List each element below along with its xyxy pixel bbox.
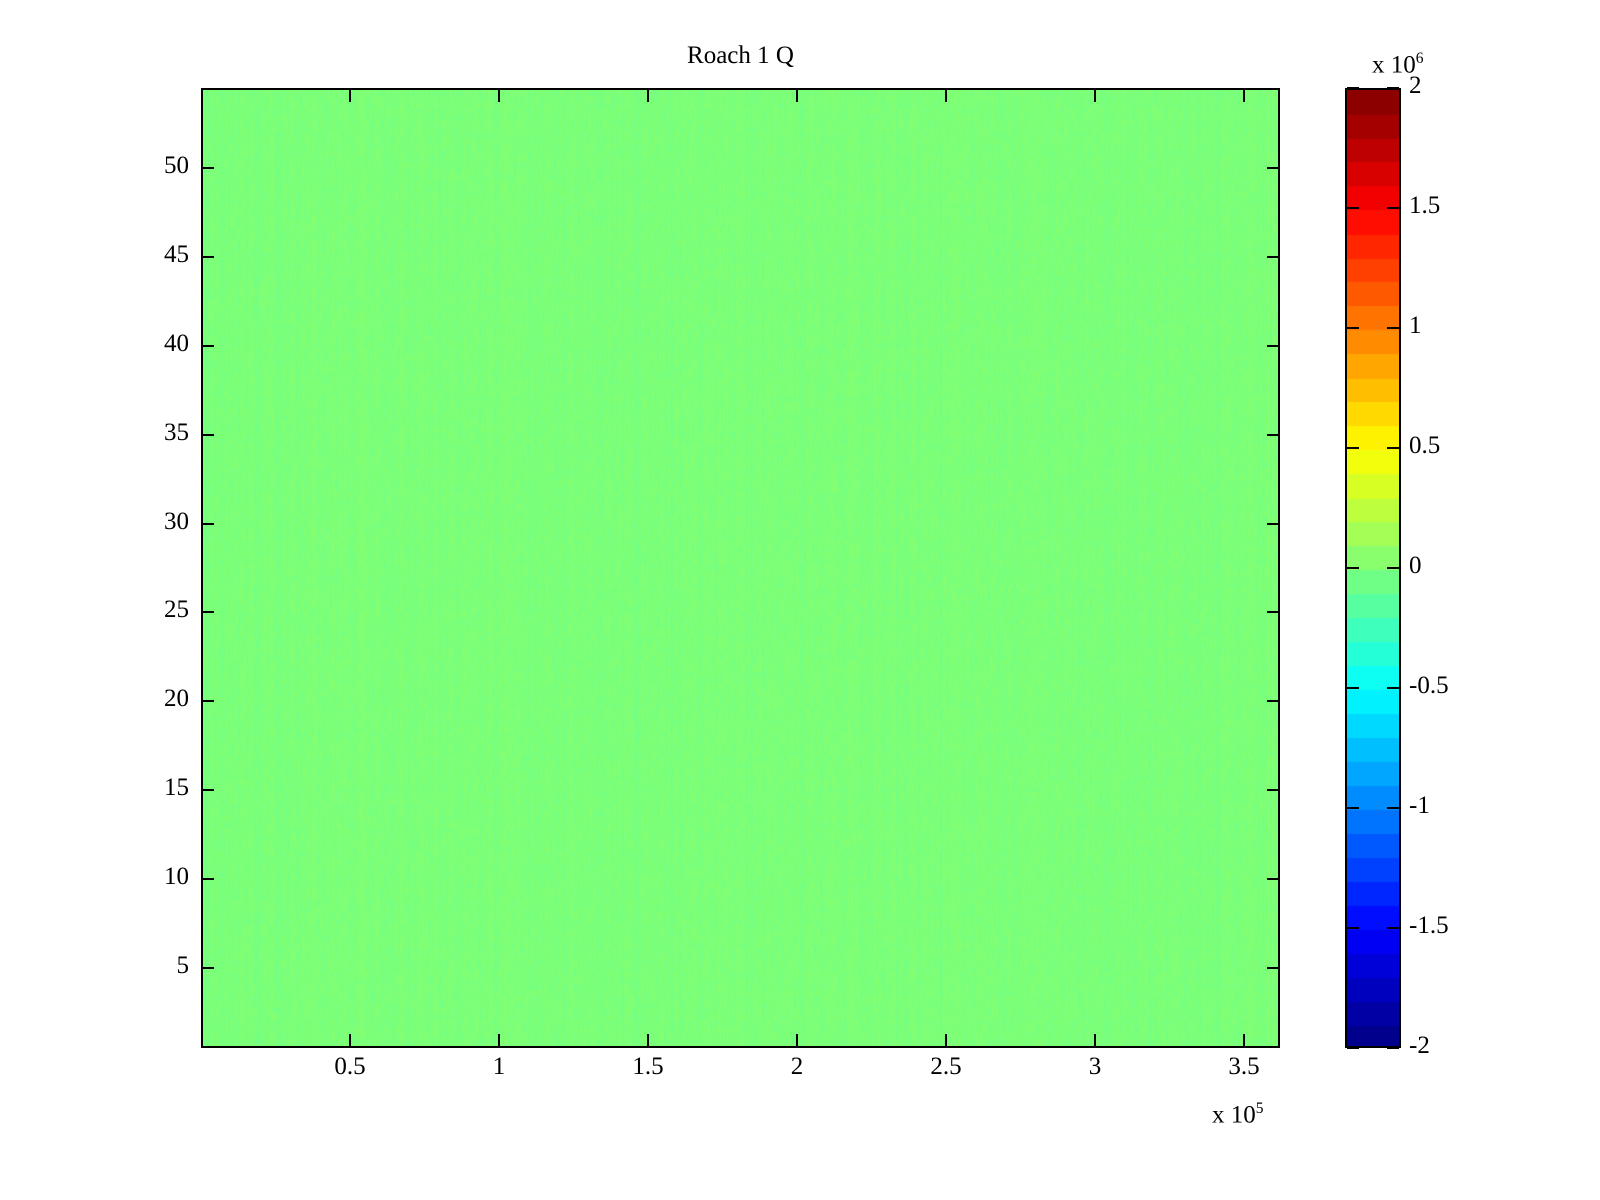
- x-axis-tick-mark: [796, 88, 798, 102]
- y-axis-tick-label: 30: [164, 508, 189, 535]
- colorbar-tick-mark: [1387, 807, 1399, 809]
- y-axis-tick-mark: [1267, 700, 1280, 702]
- colorbar-tick-mark: [1387, 1047, 1399, 1049]
- y-axis-tick-mark: [201, 345, 214, 347]
- y-axis-tick-label: 20: [164, 685, 189, 712]
- y-axis-tick-mark: [1267, 345, 1280, 347]
- colorbar-tick-mark: [1387, 87, 1399, 89]
- colorbar-tick-label: 0: [1409, 552, 1422, 579]
- y-axis-tick-label: 35: [164, 419, 189, 446]
- y-axis-tick-mark: [201, 878, 214, 880]
- colorbar-tick-mark: [1387, 567, 1399, 569]
- y-axis-tick-mark: [1267, 256, 1280, 258]
- y-axis-tick-mark: [1267, 523, 1280, 525]
- colorbar-tick-label: 1.5: [1409, 192, 1441, 219]
- colorbar-exponent-mantissa: x 10: [1372, 51, 1416, 79]
- y-axis-tick-mark: [201, 700, 214, 702]
- colorbar-tick-label: 0.5: [1409, 432, 1441, 459]
- y-axis-tick-label: 45: [164, 241, 189, 268]
- x-axis-exponent-mantissa: x 10: [1212, 1101, 1256, 1129]
- colorbar-gradient: [1347, 90, 1399, 1046]
- x-axis-tick-mark: [647, 88, 649, 102]
- colorbar-tick-mark: [1347, 207, 1359, 209]
- x-axis-tick-mark: [349, 88, 351, 102]
- page-title: Roach 1 Q: [687, 42, 794, 69]
- heatmap-axes: [201, 88, 1280, 1048]
- colorbar-tick-label: -2: [1409, 1032, 1430, 1059]
- heatmap-surface: [203, 90, 1278, 1046]
- y-axis-tick-mark: [1267, 167, 1280, 169]
- y-axis-tick-mark: [201, 434, 214, 436]
- colorbar-tick-mark: [1387, 447, 1399, 449]
- x-axis-tick-label: 3: [1088, 1053, 1102, 1080]
- colorbar-tick-mark: [1387, 207, 1399, 209]
- y-axis-tick-mark: [1267, 878, 1280, 880]
- colorbar-tick-mark: [1347, 807, 1359, 809]
- x-axis-exponent-label: x 105: [1212, 1100, 1264, 1129]
- y-axis-tick-mark: [1267, 789, 1280, 791]
- x-axis-tick-label: 0.5: [334, 1053, 366, 1080]
- colorbar-tick-mark: [1347, 87, 1359, 89]
- y-axis-tick-label: 50: [164, 152, 189, 179]
- y-axis-tick-label: 15: [164, 774, 189, 801]
- x-axis-tick-mark: [796, 1034, 798, 1048]
- x-axis-tick-mark: [1094, 88, 1096, 102]
- x-axis-tick-mark: [647, 1034, 649, 1048]
- y-axis-tick-mark: [1267, 434, 1280, 436]
- x-axis-exponent-power: 5: [1255, 1100, 1264, 1117]
- y-axis-tick-mark: [201, 789, 214, 791]
- x-axis-tick-label: 2.5: [930, 1053, 962, 1080]
- x-axis-tick-label: 1.5: [632, 1053, 664, 1080]
- colorbar-tick-label: 2: [1409, 72, 1422, 99]
- heatmap-noise-texture: [203, 90, 1278, 1046]
- colorbar-tick-label: 1: [1409, 312, 1422, 339]
- y-axis-tick-mark: [201, 523, 214, 525]
- y-axis-tick-label: 5: [176, 952, 190, 979]
- y-axis-tick-label: 25: [164, 596, 189, 623]
- x-axis-tick-mark: [498, 1034, 500, 1048]
- colorbar-tick-mark: [1387, 927, 1399, 929]
- colorbar-tick-label: -1.5: [1409, 912, 1449, 939]
- colorbar-tick-mark: [1347, 327, 1359, 329]
- colorbar-exponent-power: 6: [1415, 50, 1424, 67]
- colorbar-tick-label: -1: [1409, 792, 1430, 819]
- x-axis-tick-mark: [1243, 1034, 1245, 1048]
- x-axis-tick-label: 1: [492, 1053, 506, 1080]
- x-axis-tick-label: 2: [790, 1053, 804, 1080]
- y-axis-tick-label: 40: [164, 330, 189, 357]
- colorbar-tick-label: -0.5: [1409, 672, 1449, 699]
- colorbar-tick-mark: [1387, 687, 1399, 689]
- x-axis-tick-mark: [945, 88, 947, 102]
- y-axis-tick-mark: [201, 256, 214, 258]
- x-axis-tick-mark: [945, 1034, 947, 1048]
- y-axis-tick-label: 10: [164, 863, 189, 890]
- colorbar-tick-mark: [1347, 447, 1359, 449]
- y-axis-tick-mark: [201, 167, 214, 169]
- colorbar-tick-mark: [1347, 687, 1359, 689]
- y-axis-tick-mark: [1267, 611, 1280, 613]
- colorbar-exponent-label: x 106: [1372, 50, 1424, 79]
- x-axis-tick-mark: [349, 1034, 351, 1048]
- y-axis-tick-mark: [201, 611, 214, 613]
- x-axis-tick-mark: [1243, 88, 1245, 102]
- x-axis-tick-mark: [498, 88, 500, 102]
- colorbar-tick-mark: [1347, 1047, 1359, 1049]
- colorbar-tick-mark: [1387, 327, 1399, 329]
- colorbar-tick-mark: [1347, 567, 1359, 569]
- colorbar-tick-mark: [1347, 927, 1359, 929]
- x-axis-tick-label: 3.5: [1228, 1053, 1260, 1080]
- y-axis-tick-mark: [1267, 967, 1280, 969]
- x-axis-tick-mark: [1094, 1034, 1096, 1048]
- y-axis-tick-mark: [201, 967, 214, 969]
